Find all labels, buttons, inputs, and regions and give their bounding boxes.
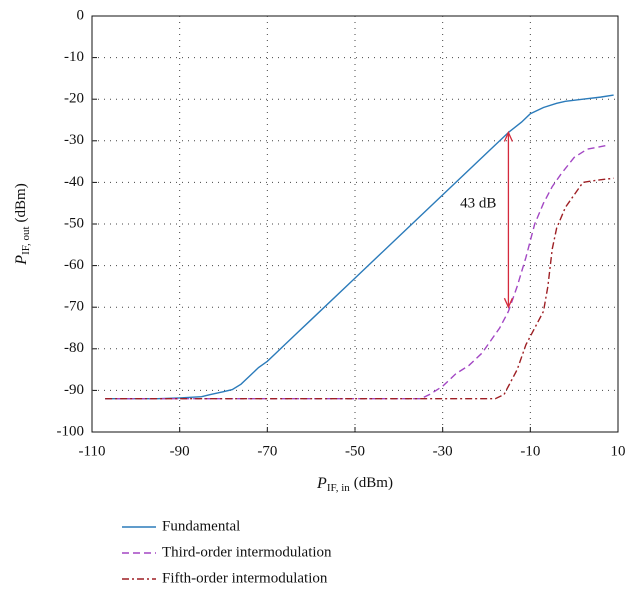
y-tick-label: -10 xyxy=(64,49,84,65)
x-tick-label: -110 xyxy=(79,443,106,459)
ylabel-label-sub: IF, out xyxy=(20,226,32,254)
xlabel-label-unit: (dBm) xyxy=(354,475,393,491)
arrow-head xyxy=(503,297,514,309)
y-tick-label: -60 xyxy=(64,257,84,273)
ylabel-label-main: P xyxy=(13,255,30,266)
series-line xyxy=(105,144,610,400)
legend-label: Fundamental xyxy=(162,518,240,534)
annotation-text: 43 dB xyxy=(460,195,496,211)
y-tick-label: -100 xyxy=(57,423,85,439)
x-tick-label: -30 xyxy=(433,443,453,459)
y-tick-label: -40 xyxy=(64,174,84,190)
arrow-head xyxy=(503,130,514,142)
x-tick-label: 10 xyxy=(611,443,626,459)
y-tick-label: -50 xyxy=(64,215,84,231)
legend-label: Third-order intermodulation xyxy=(162,544,332,560)
y-tick-label: 0 xyxy=(77,7,85,23)
x-tick-label: -90 xyxy=(170,443,190,459)
y-tick-label: -70 xyxy=(64,299,84,315)
y-tick-label: -20 xyxy=(64,91,84,107)
x-tick-label: -10 xyxy=(520,443,540,459)
ylabel-label: PIF, out (dBm) xyxy=(13,183,32,265)
y-tick-label: -30 xyxy=(64,132,84,148)
xlabel-label: PIF, in (dBm) xyxy=(316,475,393,494)
y-tick-label: -90 xyxy=(64,382,84,398)
y-tick-label: -80 xyxy=(64,340,84,356)
legend-label: Fifth-order intermodulation xyxy=(162,570,328,586)
x-tick-label: -70 xyxy=(257,443,277,459)
ylabel-label-unit: (dBm) xyxy=(13,183,29,222)
series-line xyxy=(105,177,614,400)
x-tick-label: -50 xyxy=(345,443,365,459)
xlabel-label-sub: IF, in xyxy=(327,482,350,494)
series-line xyxy=(105,94,614,400)
xlabel-label-main: P xyxy=(316,475,327,492)
